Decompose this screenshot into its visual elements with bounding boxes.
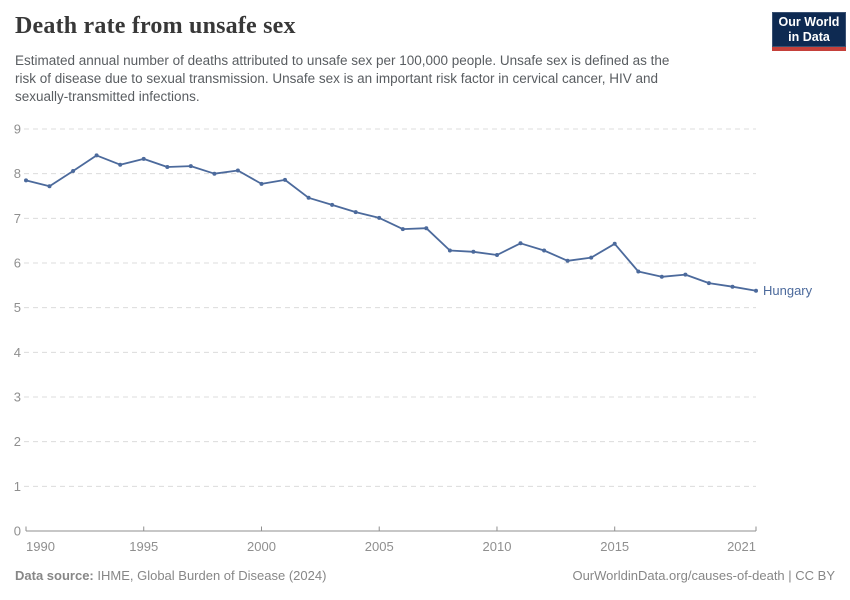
page-title: Death rate from unsafe sex: [15, 13, 296, 39]
y-axis-tick-label: 0: [14, 524, 21, 539]
x-axis-tick-label: 2021: [727, 539, 756, 554]
data-point[interactable]: [518, 241, 523, 246]
data-point[interactable]: [71, 169, 76, 173]
data-point[interactable]: [259, 181, 264, 186]
y-axis-tick-label: 3: [14, 390, 21, 405]
data-point[interactable]: [306, 195, 311, 200]
hungary-line[interactable]: [25, 154, 757, 292]
data-source: Data source: IHME, Global Burden of Dise…: [15, 568, 326, 583]
x-axis-tick-label: 2005: [365, 539, 394, 554]
owid-logo-line2: in Data: [788, 29, 830, 44]
data-point[interactable]: [94, 153, 99, 158]
data-point[interactable]: [165, 165, 170, 169]
subtitle-line: Estimated annual number of deaths attrib…: [15, 53, 670, 68]
y-axis-tick-label: 9: [14, 122, 21, 137]
y-axis-tick-label: 7: [14, 211, 21, 226]
data-point[interactable]: [330, 202, 335, 207]
data-point[interactable]: [636, 269, 641, 274]
data-point[interactable]: [471, 249, 476, 254]
data-point[interactable]: [565, 258, 570, 263]
data-point[interactable]: [659, 274, 664, 279]
data-point[interactable]: [400, 227, 405, 232]
credit-link[interactable]: OurWorldinData.org/causes-of-death | CC …: [572, 568, 835, 583]
subtitle-line: sexually-transmitted infections.: [15, 89, 200, 104]
data-point[interactable]: [353, 210, 358, 215]
data-point[interactable]: [495, 253, 499, 257]
data-point[interactable]: [118, 162, 123, 167]
data-point[interactable]: [542, 248, 547, 253]
subtitle-line: risk of disease due to sexual transmissi…: [15, 71, 659, 86]
y-axis-tick-label: 1: [14, 479, 21, 494]
x-axis-tick-label: 2010: [483, 539, 512, 554]
x-axis-tick-label: 2000: [247, 539, 276, 554]
owid-logo[interactable]: Our World in Data: [772, 12, 846, 51]
x-axis-tick-label: 1990: [26, 539, 55, 554]
data-source-text: IHME, Global Burden of Disease (2024): [93, 568, 327, 583]
data-point[interactable]: [424, 226, 429, 231]
line-chart[interactable]: 0 1 2 3 4 5 6 7 8 9 1990 1995 2000 2005 2010 2015 2021 Hu…: [0, 112, 850, 572]
data-point[interactable]: [141, 156, 146, 161]
data-point[interactable]: [706, 281, 711, 286]
data-point[interactable]: [188, 164, 193, 169]
y-axis-tick-label: 2: [14, 434, 21, 449]
data-source-label: Data source:: [15, 568, 94, 583]
y-axis-tick-label: 5: [14, 300, 21, 315]
data-point[interactable]: [377, 215, 382, 220]
data-point[interactable]: [447, 248, 452, 253]
y-axis-tick-label: 6: [14, 256, 21, 271]
data-point[interactable]: [235, 168, 240, 173]
data-point[interactable]: [47, 184, 52, 189]
y-axis-tick-label: 8: [14, 166, 21, 181]
data-point[interactable]: [24, 178, 28, 183]
owid-logo-line1: Our World: [778, 15, 840, 29]
data-point[interactable]: [283, 177, 287, 182]
data-point[interactable]: [612, 241, 617, 246]
data-point[interactable]: [683, 272, 688, 277]
series-label-hungary[interactable]: Hungary: [763, 283, 813, 298]
data-point[interactable]: [754, 288, 758, 293]
data-point[interactable]: [730, 284, 735, 289]
data-point[interactable]: [589, 255, 594, 260]
chart-subtitle: Estimated annual number of deaths attrib…: [15, 52, 669, 106]
y-axis-tick-label: 4: [14, 345, 21, 360]
x-axis-tick-label: 2015: [600, 539, 629, 554]
x-axis-tick-label: 1995: [129, 539, 158, 554]
data-point[interactable]: [212, 171, 217, 176]
